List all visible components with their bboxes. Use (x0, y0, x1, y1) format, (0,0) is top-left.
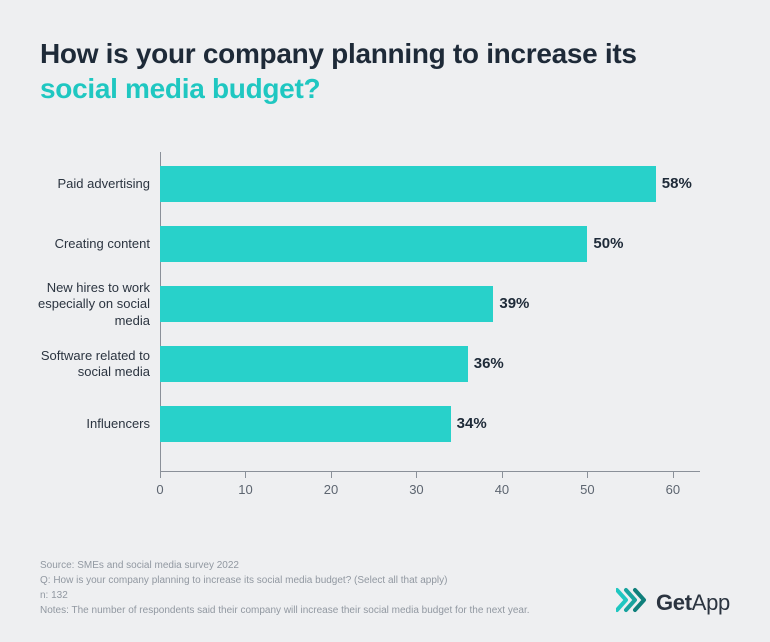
bar-row: 50% (160, 226, 690, 262)
bar-value-label: 34% (457, 415, 487, 432)
category-label: Influencers (20, 416, 150, 432)
x-tick-label: 30 (409, 482, 423, 497)
bar (160, 226, 587, 262)
footnote-question: Q: How is your company planning to incre… (40, 573, 730, 588)
bar-value-label: 39% (499, 295, 529, 312)
bar-value-label: 58% (662, 175, 692, 192)
plot-area: 58%50%39%36%34% Paid advertisingCreating… (160, 152, 690, 472)
x-tick (160, 472, 161, 478)
x-tick (502, 472, 503, 478)
bar (160, 286, 493, 322)
x-axis-line (160, 471, 700, 472)
x-tick-label: 40 (495, 482, 509, 497)
x-tick-label: 60 (666, 482, 680, 497)
title-accent: social media budget? (40, 73, 320, 104)
category-label: Creating content (20, 236, 150, 252)
x-tick-label: 10 (238, 482, 252, 497)
x-tick (331, 472, 332, 478)
x-tick (245, 472, 246, 478)
logo-chevrons-icon (616, 587, 650, 618)
bar (160, 406, 451, 442)
title-line1: How is your company planning to increase… (40, 38, 637, 69)
bar-value-label: 36% (474, 355, 504, 372)
chart-title: How is your company planning to increase… (40, 36, 710, 106)
x-tick (673, 472, 674, 478)
x-tick-label: 50 (580, 482, 594, 497)
x-tick-label: 0 (156, 482, 163, 497)
brand-logo: GetApp (616, 587, 730, 618)
bar (160, 166, 656, 202)
x-tick-label: 20 (324, 482, 338, 497)
category-label: Paid advertising (20, 176, 150, 192)
footnote-source: Source: SMEs and social media survey 202… (40, 558, 730, 573)
category-label: New hires to work especially on social m… (20, 280, 150, 329)
bar-chart: 58%50%39%36%34% Paid advertisingCreating… (40, 152, 730, 512)
logo-text: GetApp (656, 590, 730, 616)
bar-row: 39% (160, 286, 690, 322)
bar (160, 346, 468, 382)
logo-light: App (692, 590, 730, 615)
category-label: Software related to social media (20, 348, 150, 381)
footer: Source: SMEs and social media survey 202… (40, 558, 730, 618)
bar-value-label: 50% (593, 235, 623, 252)
bar-row: 58% (160, 166, 690, 202)
x-tick (587, 472, 588, 478)
logo-bold: Get (656, 590, 692, 615)
bar-row: 34% (160, 406, 690, 442)
x-tick (416, 472, 417, 478)
bar-row: 36% (160, 346, 690, 382)
